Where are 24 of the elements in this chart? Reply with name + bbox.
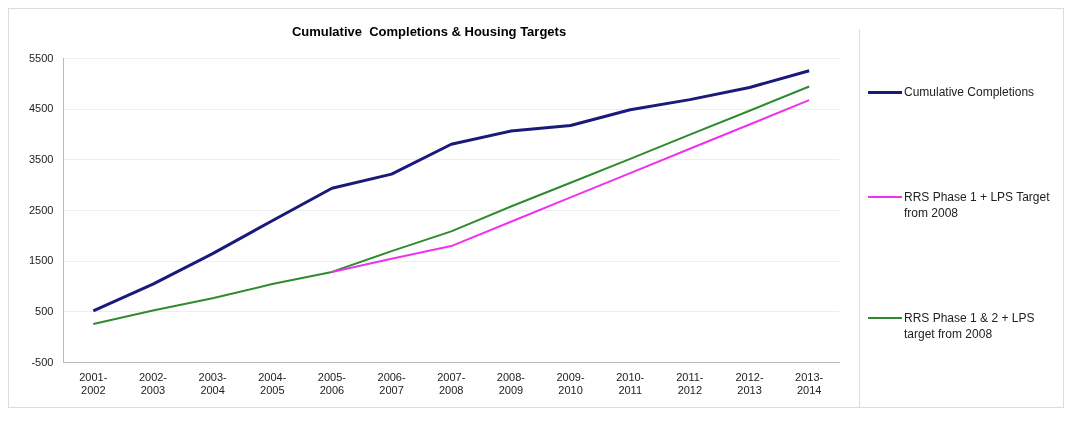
x-tick-label: 2006-2007 <box>377 371 406 397</box>
x-tick-label: 2010-2011 <box>616 371 645 397</box>
y-tick-label: 3500 <box>28 152 54 165</box>
x-tick-label: 2009-2010 <box>556 371 585 397</box>
x-tick-label: 2008-2009 <box>496 371 526 397</box>
x-tick-label: 2011-2012 <box>676 371 704 397</box>
x-tick-label: 2007-2008 <box>437 371 466 397</box>
x-tick-label: 2002-2003 <box>138 371 168 397</box>
y-tick-label: 2500 <box>28 203 54 216</box>
y-tick-label: 1500 <box>28 254 54 267</box>
x-tick-label: 2001-2002 <box>79 371 108 397</box>
chart-title: Cumulative Completions & Housing Targets <box>291 24 567 40</box>
x-tick-label: 2005-2006 <box>317 371 347 397</box>
legend-label: RRS Phase 1 & 2 + LPS target from 2008 <box>904 310 1036 343</box>
y-tick-label: -500 <box>31 355 54 368</box>
y-tick-label: 5500 <box>28 51 54 64</box>
x-tick-label: 2003-2004 <box>198 371 228 397</box>
y-tick-label: 500 <box>35 304 54 317</box>
x-tick-label: 2013-2014 <box>795 371 824 397</box>
legend-label: RRS Phase 1 + LPS Target from 2008 <box>904 189 1051 221</box>
y-tick-label: 4500 <box>28 102 54 115</box>
x-tick-label: 2004-2005 <box>258 371 287 397</box>
legend-label: Cumulative Completions <box>904 83 1036 100</box>
x-tick-label: 2012-2013 <box>735 371 764 397</box>
